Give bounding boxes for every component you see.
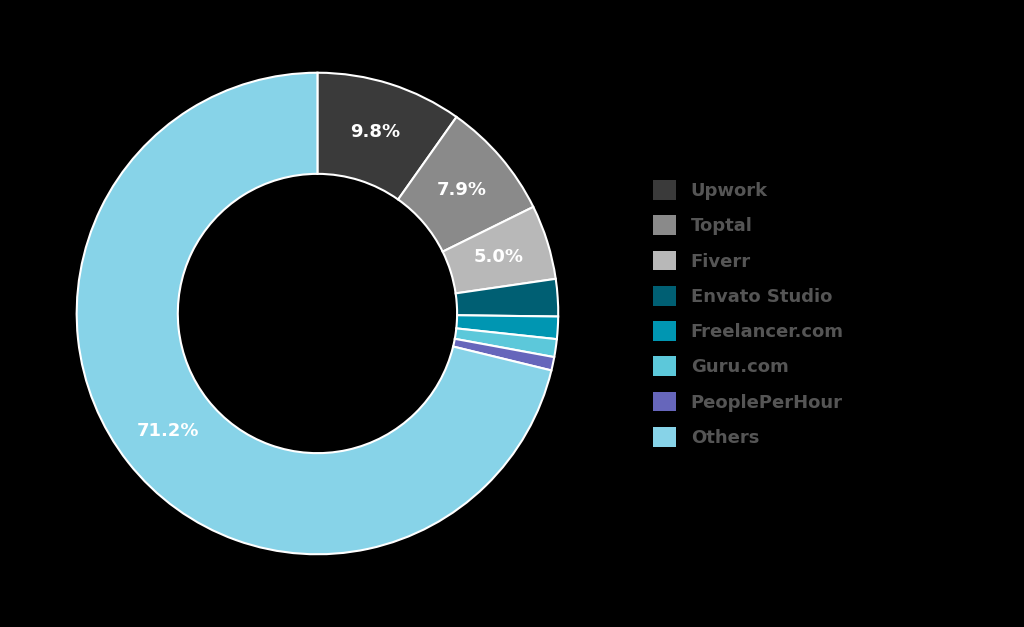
Wedge shape <box>398 117 534 251</box>
Wedge shape <box>455 329 557 357</box>
Text: 71.2%: 71.2% <box>136 422 199 440</box>
Wedge shape <box>457 315 558 339</box>
Wedge shape <box>456 279 558 317</box>
Wedge shape <box>454 339 554 371</box>
Wedge shape <box>442 207 556 293</box>
Legend: Upwork, Toptal, Fiverr, Envato Studio, Freelancer.com, Guru.com, PeoplePerHour, : Upwork, Toptal, Fiverr, Envato Studio, F… <box>644 171 853 456</box>
Text: 9.8%: 9.8% <box>350 124 400 141</box>
Wedge shape <box>317 73 457 199</box>
Text: 5.0%: 5.0% <box>474 248 524 266</box>
Wedge shape <box>77 73 551 554</box>
Text: 7.9%: 7.9% <box>437 181 487 199</box>
